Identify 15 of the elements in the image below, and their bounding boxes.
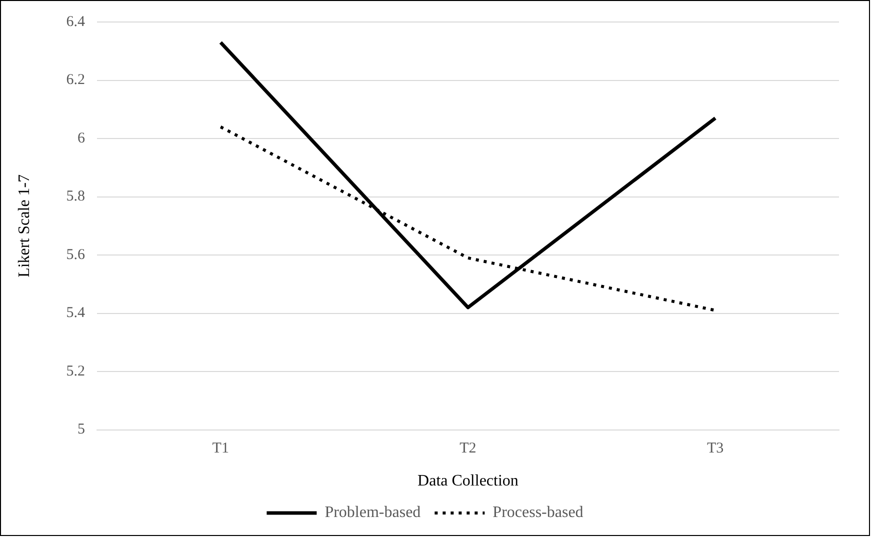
- x-axis-title: Data Collection: [418, 472, 518, 490]
- y-tick-label: 5.6: [66, 246, 86, 263]
- y-tick-label: 6.4: [66, 14, 86, 30]
- y-tick-label: 5.4: [66, 305, 86, 322]
- legend-label: Problem-based: [324, 504, 421, 522]
- x-tick-label: T2: [460, 440, 476, 457]
- y-axis-title: Likert Scale 1-7: [16, 174, 33, 278]
- y-tick-label: 5.8: [66, 188, 85, 205]
- y-tick-label: 6: [77, 130, 86, 146]
- x-tick-label: T3: [706, 440, 724, 457]
- y-tick-label: 5: [77, 422, 85, 438]
- legend-label: Process-based: [492, 504, 584, 522]
- x-tick-label: T1: [212, 440, 229, 457]
- y-tick-label: 6.2: [66, 72, 85, 88]
- y-tick-label: 5.2: [66, 363, 85, 380]
